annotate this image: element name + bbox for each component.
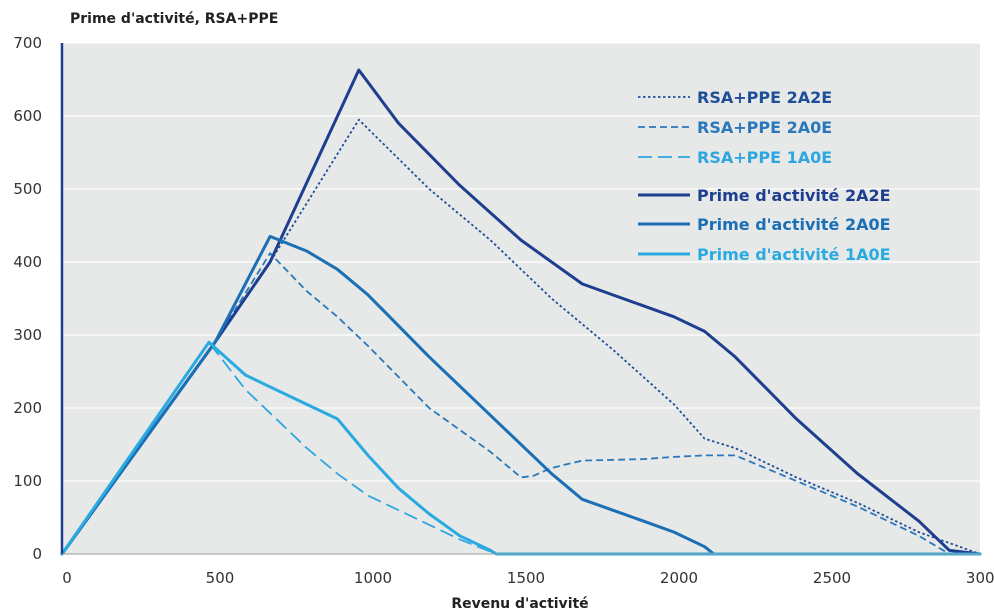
x-tick-label: 0 [62, 569, 72, 587]
legend-label-5: Prime d'activité 1A0E [697, 245, 891, 264]
legend: RSA+PPE 2A2E RSA+PPE 2A0E RSA+PPE 1A0E Prim… [638, 88, 891, 264]
x-axis-title: Revenu d'activité [451, 596, 588, 612]
legend-label-3: Prime d'activité 2A2E [697, 186, 891, 205]
legend-label-0: RSA+PPE 2A2E [697, 88, 832, 107]
series-lines [60, 68, 982, 556]
x-tick-label: 1500 [507, 569, 545, 587]
legend-label-1: RSA+PPE 2A0E [697, 118, 832, 137]
y-tick-label: 300 [13, 326, 42, 344]
y-tick-label: 700 [13, 34, 42, 52]
x-tick-label: 500 [206, 569, 235, 587]
y-tick-label: 500 [13, 180, 42, 198]
series-line-5 [60, 340, 982, 556]
x-tick-label: 2000 [660, 569, 698, 587]
series-line-4 [60, 234, 982, 556]
y-tick-label: 0 [32, 545, 42, 563]
series-line-3 [60, 68, 982, 556]
grid-lines [62, 42, 980, 482]
axes [60, 43, 980, 555]
y-axis-title: Prime d'activité, RSA+PPE [70, 11, 278, 27]
y-tick-label: 600 [13, 107, 42, 125]
y-tick-labels: 0 100 200 300 400 500 600 700 [13, 34, 42, 563]
x-tick-label: 1000 [354, 569, 392, 587]
series-line-0 [61, 118, 981, 555]
legend-label-4: Prime d'activité 2A0E [697, 215, 891, 234]
legend-label-2: RSA+PPE 1A0E [697, 148, 832, 167]
y-tick-label: 100 [13, 472, 42, 490]
series-line-2 [61, 341, 497, 555]
x-tick-label: 2500 [813, 569, 851, 587]
y-tick-label: 200 [13, 399, 42, 417]
x-tick-labels: 0 500 1000 1500 2000 2500 3000 [62, 569, 994, 587]
x-tick-label: 3000 [966, 569, 994, 587]
y-tick-label: 400 [13, 253, 42, 271]
plot-area [62, 43, 980, 554]
